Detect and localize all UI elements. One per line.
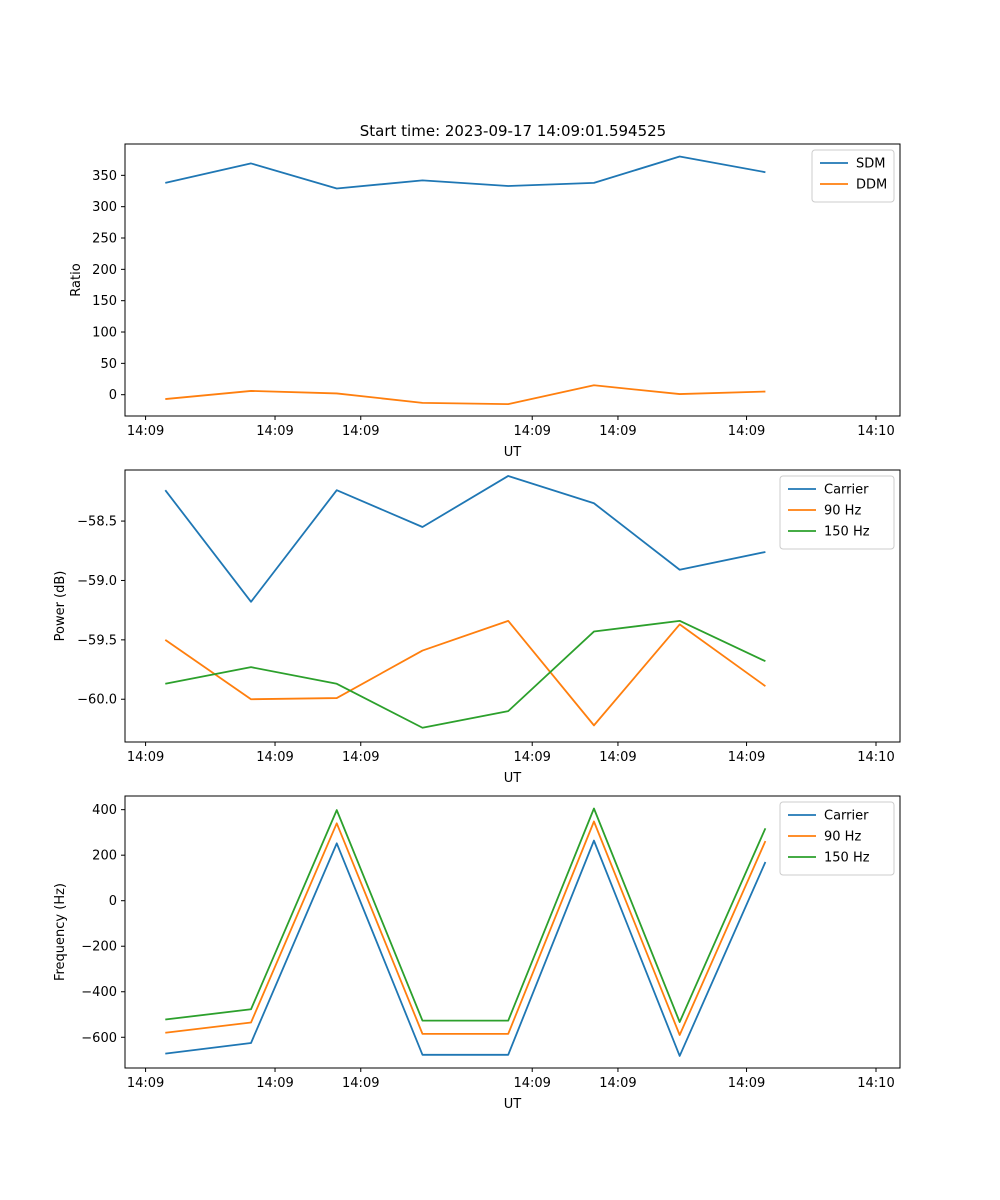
chart-panel-2: 14:09 14:09 14:09 14:09 14:09 14:09 14:10 −60.0… bbox=[53, 469, 901, 786]
x-tick-label: 14:09 bbox=[513, 750, 550, 765]
chart-panel-1: 14:09 14:09 14:09 14:09 14:09 14:09 14:10 0 50 10… bbox=[69, 143, 901, 460]
x-axis-label: UT bbox=[504, 1097, 522, 1112]
x-tick-label: 14:09 bbox=[342, 750, 379, 765]
x-tick-label: 14:09 bbox=[127, 750, 164, 765]
legend-label: DDM bbox=[856, 178, 887, 193]
x-tick-label: 14:09 bbox=[256, 750, 293, 765]
x-tick-label: 14:09 bbox=[342, 424, 379, 439]
legend: Carrier 90 Hz 150 Hz bbox=[779, 475, 895, 550]
x-tick-label: 14:09 bbox=[127, 1076, 164, 1091]
x-tick-label: 14:09 bbox=[599, 750, 636, 765]
y-tick-label: 200 bbox=[92, 263, 117, 278]
y-tick-label: 50 bbox=[100, 357, 117, 372]
legend-label: Carrier bbox=[824, 483, 869, 498]
y-tick-label: −400 bbox=[81, 985, 117, 1000]
series-line-150-hz bbox=[165, 807, 767, 1023]
y-tick-label: −58.5 bbox=[77, 515, 117, 530]
y-tick-label: −60.0 bbox=[77, 693, 117, 708]
x-tick-label: 14:09 bbox=[728, 424, 765, 439]
y-tick-label: −600 bbox=[81, 1031, 117, 1046]
series-line-150-hz bbox=[165, 619, 766, 729]
y-axis-label: Frequency (Hz) bbox=[53, 883, 68, 981]
y-tick-label: −200 bbox=[81, 940, 117, 955]
legend: Carrier 90 Hz 150 Hz bbox=[779, 801, 895, 876]
y-tick-label: 0 bbox=[109, 388, 117, 403]
legend-label: SDM bbox=[856, 157, 885, 172]
series-line-90-hz bbox=[164, 619, 766, 727]
x-tick-label: 14:10 bbox=[857, 424, 894, 439]
series-line-carrier bbox=[164, 475, 766, 603]
y-tick-label: 350 bbox=[92, 169, 117, 184]
y-axis-label: Ratio bbox=[69, 263, 84, 296]
legend-label: 150 Hz bbox=[824, 851, 870, 866]
legend-label: 90 Hz bbox=[824, 504, 861, 519]
x-tick-label: 14:09 bbox=[256, 424, 293, 439]
legend-label: Carrier bbox=[824, 809, 869, 824]
x-tick-label: 14:09 bbox=[127, 424, 164, 439]
series-line-carrier bbox=[165, 839, 767, 1057]
y-tick-label: 0 bbox=[109, 894, 117, 909]
axes-frame bbox=[124, 143, 901, 417]
x-axis-label: UT bbox=[504, 771, 522, 786]
series-line-sdm bbox=[165, 155, 766, 190]
legend-label: 150 Hz bbox=[824, 525, 870, 540]
legend-label: 90 Hz bbox=[824, 830, 861, 845]
legend: SDM DDM bbox=[811, 149, 895, 203]
axes-frame bbox=[124, 795, 901, 1069]
y-tick-label: 150 bbox=[92, 294, 117, 309]
y-tick-label: −59.5 bbox=[77, 633, 117, 648]
y-tick-label: 400 bbox=[92, 803, 117, 818]
x-tick-label: 14:09 bbox=[342, 1076, 379, 1091]
y-tick-label: 200 bbox=[92, 849, 117, 864]
y-tick-label: 300 bbox=[92, 200, 117, 215]
series-line-ddm bbox=[165, 384, 766, 405]
y-tick-label: 100 bbox=[92, 326, 117, 341]
series-line-90-hz bbox=[165, 820, 767, 1036]
x-tick-label: 14:10 bbox=[857, 750, 894, 765]
axes-frame bbox=[124, 469, 901, 743]
x-tick-label: 14:09 bbox=[728, 1076, 765, 1091]
y-tick-label: 250 bbox=[92, 232, 117, 247]
x-tick-label: 14:09 bbox=[256, 1076, 293, 1091]
x-tick-label: 14:10 bbox=[857, 1076, 894, 1091]
y-tick-label: −59.0 bbox=[77, 574, 117, 589]
figure-title: Start time: 2023-09-17 14:09:01.594525 bbox=[360, 122, 666, 140]
x-tick-label: 14:09 bbox=[599, 424, 636, 439]
x-tick-label: 14:09 bbox=[599, 1076, 636, 1091]
x-axis-label: UT bbox=[504, 445, 522, 460]
x-tick-label: 14:09 bbox=[513, 424, 550, 439]
x-tick-label: 14:09 bbox=[728, 750, 765, 765]
y-axis-label: Power (dB) bbox=[53, 571, 68, 642]
x-tick-label: 14:09 bbox=[513, 1076, 550, 1091]
chart-panel-3: 14:09 14:09 14:09 14:09 14:09 14:09 14:10 −600 −… bbox=[53, 795, 901, 1112]
